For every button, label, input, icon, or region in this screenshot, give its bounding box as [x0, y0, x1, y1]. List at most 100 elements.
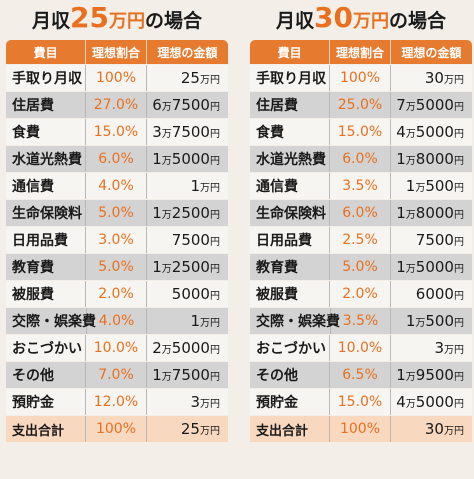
table-row: 被服費 2.0% 6000 円	[250, 281, 472, 307]
amount-part: 1	[396, 366, 406, 384]
row-amount: 5000 円	[147, 281, 228, 307]
table-row: 水道光熱費 6.0% 1 万 5000 円	[6, 146, 228, 172]
amount-part: 円	[209, 344, 220, 356]
row-ratio: 4.0%	[86, 173, 147, 199]
amount-part: 1	[190, 177, 200, 195]
row-amount: 25 万円	[147, 65, 228, 91]
row-ratio: 12.0%	[86, 389, 147, 415]
title-prefix: 月収	[276, 10, 315, 32]
amount-part: 1	[396, 258, 406, 276]
amount-part: 8000	[415, 204, 454, 222]
row-item: 水道光熱費	[6, 146, 87, 172]
amount-part: 万	[415, 317, 426, 329]
row-item: 被服費	[6, 281, 87, 307]
amount-part: 2500	[171, 204, 210, 222]
table-row: 手取り月収 100% 30 万円	[250, 65, 472, 91]
row-amount: 1 万 5000 円	[391, 254, 472, 280]
table-row: 預貯金 15.0% 4 万 5000 円	[250, 389, 472, 415]
table-row: 日用品費 2.5% 7500 円	[250, 227, 472, 253]
row-ratio: 5.0%	[86, 254, 147, 280]
row-amount: 1 万円	[147, 173, 228, 199]
amount-part: 5000	[171, 150, 210, 168]
amount-part: 円	[209, 128, 220, 140]
table-row: その他 7.0% 1 万 7500 円	[6, 362, 228, 388]
row-ratio: 15.0%	[86, 119, 147, 145]
amount-part: 円	[453, 128, 464, 140]
amount-part: 円	[453, 371, 464, 383]
header-amount: 理想の金額	[401, 45, 462, 60]
table-title: 月収 25 万円 の場合	[6, 4, 228, 36]
amount-part: 円	[209, 290, 220, 302]
amount-part: 円	[209, 236, 220, 248]
amount-part: 30	[424, 420, 444, 438]
row-amount: 3 万円	[147, 389, 228, 415]
row-item: その他	[250, 362, 331, 388]
row-amount: 7 万 5000 円	[391, 92, 472, 118]
amount-part: 5000	[415, 258, 454, 276]
row-ratio: 3.0%	[86, 227, 147, 253]
amount-part: 円	[453, 155, 464, 167]
amount-part: 7	[396, 96, 406, 114]
amount-part: 1	[405, 312, 416, 330]
row-amount: 1 万 500 円	[391, 173, 472, 199]
amount-part: 万円	[199, 182, 220, 194]
row-amount: 6000 円	[391, 281, 472, 307]
header-ratio: 理想割合	[330, 40, 391, 64]
row-amount: 1 万 8000 円	[391, 146, 472, 172]
table-row: 被服費 2.0% 5000 円	[6, 281, 228, 307]
amount-part: 円	[209, 155, 220, 167]
amount-part: 6	[152, 96, 162, 114]
header-amount: 理想の金額	[157, 45, 218, 60]
row-item: 食費	[6, 119, 87, 145]
amount-part: 5000	[171, 339, 210, 357]
row-ratio: 10.0%	[86, 335, 147, 361]
row-item: 預貯金	[6, 389, 87, 415]
amount-part: 万	[405, 101, 416, 113]
table-body: 手取り月収 100% 25 万円 住居費 27.0% 6 万 7500 円食費 15.0% 3 万 750…	[6, 65, 228, 442]
table-row: 教育費 5.0% 1 万 2500 円	[6, 254, 228, 280]
row-amount: 4 万 5000 円	[391, 389, 472, 415]
row-item: 手取り月収	[250, 65, 331, 91]
amount-part: 万	[161, 371, 172, 383]
row-ratio: 100%	[86, 65, 147, 91]
row-item: 交際・娯楽費	[6, 308, 96, 334]
table-row: おこづかい 10.0% 3 万円	[250, 335, 472, 361]
amount-part: 7500	[171, 366, 210, 384]
amount-part: 5000	[415, 96, 454, 114]
row-item: 支出合計	[250, 416, 331, 442]
row-amount: 1 万 9500 円	[391, 362, 472, 388]
row-amount: 3 万 7500 円	[147, 119, 228, 145]
row-ratio: 3.5%	[331, 308, 392, 334]
header-item: 費目	[6, 40, 87, 64]
amount-part: 円	[453, 263, 464, 275]
amount-part: 1	[190, 312, 200, 330]
row-ratio: 15.0%	[330, 389, 391, 415]
row-item: 住居費	[250, 92, 331, 118]
amount-part: 3	[152, 123, 162, 141]
amount-part: 1	[152, 204, 162, 222]
budget-table-25man: 月収 25 万円 の場合 費目 理想割合 理想の金額 手取り月収 100% 25 万円…	[6, 4, 228, 442]
amount-part: 2	[152, 339, 162, 357]
table-row: 住居費 25.0% 7 万 5000 円	[250, 92, 472, 118]
amount-part: 7500	[171, 231, 210, 249]
row-item: 食費	[250, 119, 331, 145]
row-amount: 1 万 8000 円	[391, 200, 472, 226]
amount-part: 万	[405, 263, 416, 275]
amount-part: 万	[405, 398, 416, 410]
amount-part: 円	[453, 209, 464, 221]
row-ratio: 27.0%	[86, 92, 147, 118]
row-ratio: 100%	[330, 65, 391, 91]
amount-part: 万	[405, 209, 416, 221]
row-item: 水道光熱費	[250, 146, 331, 172]
amount-part: 9500	[415, 366, 454, 384]
row-amount: 4 万 5000 円	[391, 119, 472, 145]
row-ratio: 10.0%	[330, 335, 391, 361]
row-amount: 1 万 7500 円	[147, 362, 228, 388]
amount-part: 3	[190, 393, 200, 411]
amount-part: 1	[396, 150, 406, 168]
table-row: 水道光熱費 6.0% 1 万 8000 円	[250, 146, 472, 172]
row-ratio: 2.0%	[330, 281, 391, 307]
amount-part: 1	[152, 258, 162, 276]
row-amount: 1 万 2500 円	[147, 254, 228, 280]
amount-part: 万	[161, 128, 172, 140]
